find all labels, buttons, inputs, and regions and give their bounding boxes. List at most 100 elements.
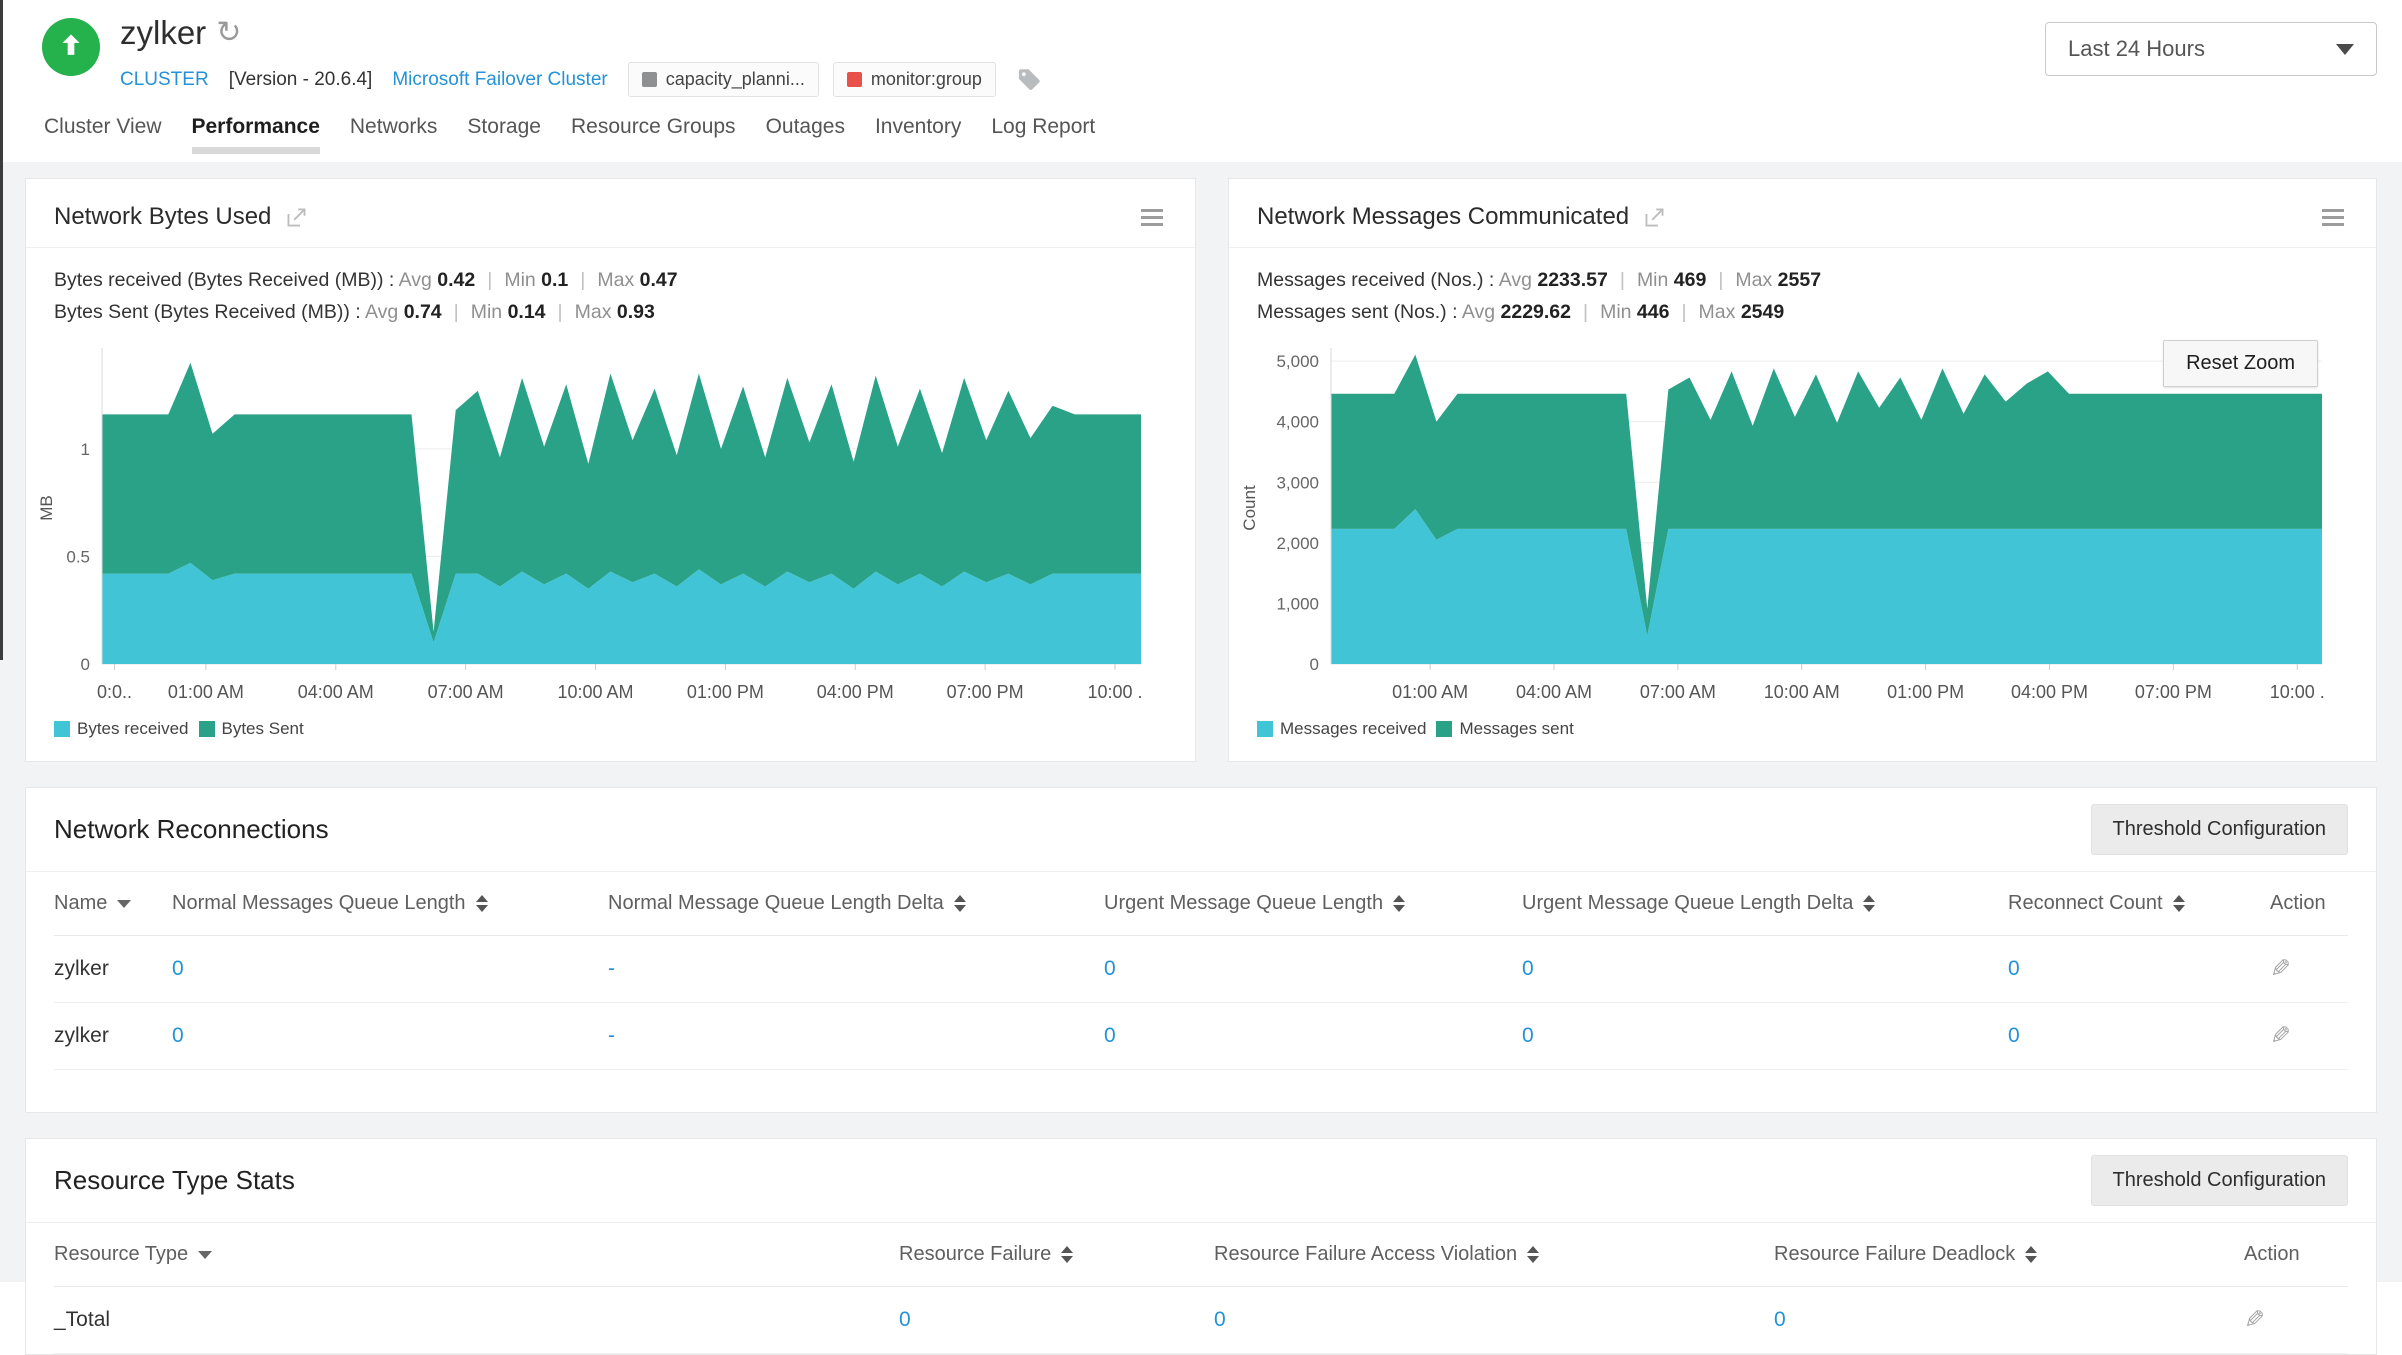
expand-chart-icon[interactable] <box>285 206 308 229</box>
min-label: Min <box>504 269 542 291</box>
tag-chip-monitor-group[interactable]: monitor:group <box>832 62 996 97</box>
stacked-area-chart[interactable]: 0 0.5 1 0:0.. 01:00 AM 04:00 AM 07:00 AM 10:00 … <box>37 338 1153 712</box>
max-label: Max <box>1735 269 1778 291</box>
time-range-select[interactable]: Last 24 Hours <box>2045 22 2377 76</box>
column-header-resource-failure[interactable]: Resource Failure <box>899 1243 1214 1266</box>
min-label: Min <box>470 301 508 324</box>
column-header-resource-type[interactable]: Resource Type <box>54 1243 899 1266</box>
sort-updown-icon[interactable] <box>1393 895 1406 913</box>
main-content: Network Bytes Used Bytes received (Bytes … <box>0 162 2402 1355</box>
avg-value: 2229.62 <box>1500 301 1572 324</box>
header: zylker ↻ CLUSTER [Version - 20.6.4] Micr… <box>0 0 2402 97</box>
tab-outages[interactable]: Outages <box>765 115 845 138</box>
menu-bar <box>1141 215 1163 219</box>
column-header-resource-failure-deadlock[interactable]: Resource Failure Deadlock <box>1774 1243 2244 1266</box>
column-header-urgent-message-queue-length-delta[interactable]: Urgent Message Queue Length Delta <box>1522 892 2008 915</box>
max-value: 0.47 <box>639 269 678 291</box>
tab-storage[interactable]: Storage <box>467 115 541 138</box>
menu-bar <box>2322 222 2344 226</box>
legend-item-bytes-sent[interactable]: Bytes Sent <box>198 719 304 739</box>
chevron-down-icon <box>2336 43 2354 55</box>
edit-icon[interactable]: ✎ <box>2270 955 2291 984</box>
table-cell: 0 <box>1104 1024 1522 1048</box>
expand-chart-icon[interactable] <box>1643 206 1666 229</box>
column-header-resource-failure-access-violation[interactable]: Resource Failure Access Violation <box>1214 1243 1774 1266</box>
sort-updown-icon[interactable] <box>1061 1246 1074 1264</box>
table-cell: zylker <box>54 1024 172 1048</box>
tab-log-report[interactable]: Log Report <box>991 115 1096 138</box>
column-label: Normal Messages Queue Length <box>172 892 466 915</box>
legend-item-bytes-received[interactable]: Bytes received <box>54 719 189 739</box>
column-header-action[interactable]: Action <box>2270 892 2348 915</box>
min-label: Min <box>1636 269 1674 291</box>
column-header-normal-messages-queue-length[interactable]: Normal Messages Queue Length <box>172 892 608 915</box>
metric-value-link[interactable]: 0 <box>1522 957 1534 981</box>
tab-resource-groups[interactable]: Resource Groups <box>570 115 736 138</box>
table-cell: 0 <box>2008 1024 2270 1048</box>
metric-value-link[interactable]: 0 <box>1104 1024 1116 1048</box>
metric-value-link[interactable]: 0 <box>1774 1308 1786 1332</box>
legend-item-messages-sent[interactable]: Messages sent <box>1436 719 1574 739</box>
column-header-urgent-message-queue-length[interactable]: Urgent Message Queue Length <box>1104 892 1522 915</box>
chart-menu-icon[interactable] <box>2318 205 2348 230</box>
metric-value-link[interactable]: 0 <box>2008 957 2020 981</box>
sort-updown-icon[interactable] <box>953 895 966 913</box>
sort-down-arrow <box>953 905 966 913</box>
sort-caret-icon[interactable] <box>117 899 132 908</box>
sort-down-arrow <box>2172 905 2185 913</box>
column-header-normal-message-queue-length-delta[interactable]: Normal Message Queue Length Delta <box>608 892 1104 915</box>
tab-performance[interactable]: Performance <box>192 115 320 154</box>
sort-updown-icon[interactable] <box>2025 1246 2038 1264</box>
stacked-area-chart[interactable]: 0 1,000 2,000 3,000 4,000 5,000 01:00 AM 04:00 … <box>1240 338 2334 712</box>
chart-plot-area[interactable]: 0 1,000 2,000 3,000 4,000 5,000 01:00 AM 04:00 … <box>1229 330 2376 717</box>
tab-networks[interactable]: Networks <box>349 115 438 138</box>
chart-card-network-bytes-used: Network Bytes Used Bytes received (Bytes … <box>25 178 1196 763</box>
sort-updown-icon[interactable] <box>475 895 488 913</box>
sort-updown-icon[interactable] <box>1863 895 1876 913</box>
tab-inventory[interactable]: Inventory <box>874 115 962 138</box>
version-label: [Version - 20.6.4] <box>228 68 373 90</box>
tab-cluster-view[interactable]: Cluster View <box>44 115 162 138</box>
metric-value-link[interactable]: 0 <box>899 1308 911 1332</box>
column-header-name[interactable]: Name <box>54 892 172 915</box>
svg-text:07:00 PM: 07:00 PM <box>2135 682 2212 702</box>
metric-value-link[interactable]: - <box>608 1024 615 1048</box>
max-value: 2549 <box>1740 301 1785 324</box>
metric-value-link[interactable]: 0 <box>2008 1024 2020 1048</box>
metric-value-link[interactable]: 0 <box>1522 1024 1534 1048</box>
threshold-configuration-button[interactable]: Threshold Configuration <box>2090 804 2348 856</box>
chart-plot-area[interactable]: 0 0.5 1 0:0.. 01:00 AM 04:00 AM 07:00 AM 10:00 … <box>26 330 1195 717</box>
refresh-icon[interactable]: ↻ <box>216 16 242 49</box>
reset-zoom-button[interactable]: Reset Zoom <box>2163 340 2318 388</box>
column-label: Resource Type <box>54 1243 189 1266</box>
metric-value-link[interactable]: 0 <box>172 957 184 981</box>
metric-value-link[interactable]: 0 <box>172 1024 184 1048</box>
metric-value-link[interactable]: - <box>608 957 615 981</box>
tag-chip-capacity-planni[interactable]: capacity_planni... <box>627 62 819 97</box>
legend-item-messages-received[interactable]: Messages received <box>1257 719 1426 739</box>
sort-updown-icon[interactable] <box>1527 1246 1540 1264</box>
sort-down-arrow <box>2025 1256 2038 1264</box>
svg-text:MB: MB <box>40 496 56 522</box>
sort-caret-icon[interactable] <box>198 1250 213 1259</box>
tags-icon[interactable] <box>1016 66 1043 93</box>
column-header-reconnect-count[interactable]: Reconnect Count <box>2008 892 2270 915</box>
stat-series-name: Messages received (Nos.) : <box>1257 269 1499 291</box>
sort-up-arrow <box>1863 895 1876 903</box>
sort-updown-icon[interactable] <box>2172 895 2185 913</box>
metric-value-link[interactable]: 0 <box>1214 1308 1226 1332</box>
column-header-action[interactable]: Action <box>2244 1243 2348 1266</box>
svg-text:3,000: 3,000 <box>1276 474 1319 493</box>
edit-icon[interactable]: ✎ <box>2244 1306 2265 1335</box>
edit-icon[interactable]: ✎ <box>2270 1022 2291 1051</box>
monitor-type-link[interactable]: CLUSTER <box>120 68 209 90</box>
sort-down-arrow <box>1527 1256 1540 1264</box>
max-label: Max <box>574 301 617 324</box>
table-cell: - <box>608 957 1104 981</box>
sort-up-arrow <box>475 895 488 903</box>
chart-menu-icon[interactable] <box>1137 205 1167 230</box>
column-label: Resource Failure Deadlock <box>1774 1243 2016 1266</box>
metric-value-link[interactable]: 0 <box>1104 957 1116 981</box>
cluster-type-link[interactable]: Microsoft Failover Cluster <box>392 68 608 90</box>
threshold-configuration-button[interactable]: Threshold Configuration <box>2090 1155 2348 1207</box>
